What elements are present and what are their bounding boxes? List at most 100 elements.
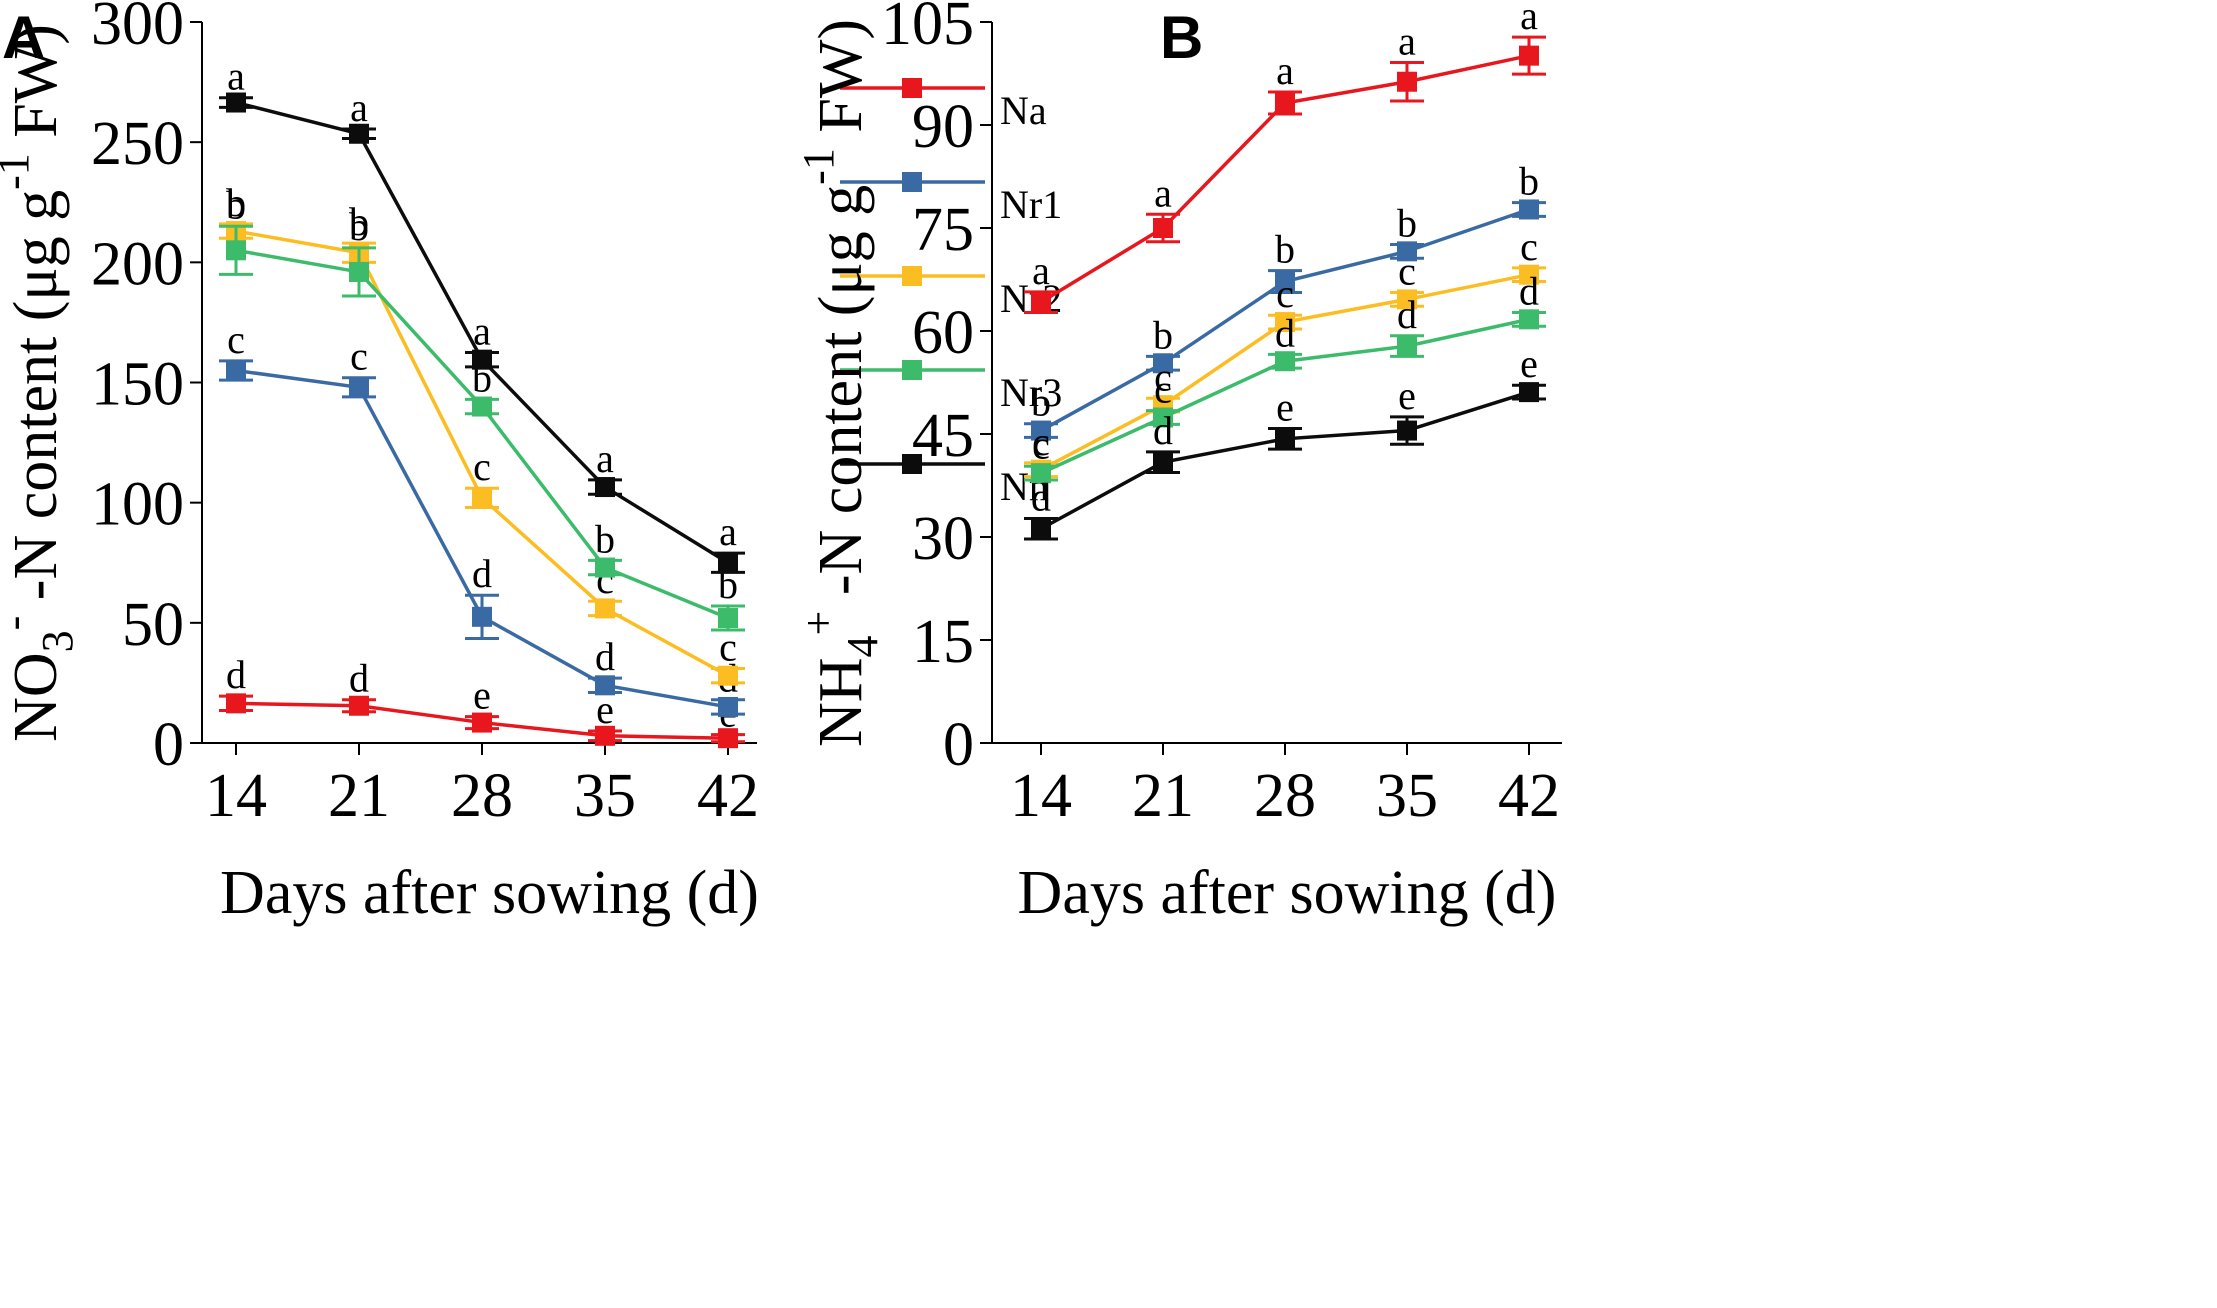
legend-marker-na [902,78,922,98]
series-nr1-point [718,696,738,717]
series-nn-significance-letter: e [1398,373,1416,418]
series-nr1-point [1153,353,1173,374]
y-tick-label: 300 [91,0,184,58]
series-nr2-point [1275,312,1295,333]
x-tick-label: 42 [1498,762,1560,830]
series-na-significance-letter: a [1032,248,1050,293]
series-na-significance-letter: a [1520,0,1538,38]
series-nr3-point [1275,351,1295,372]
series-nn-point [1397,420,1417,441]
series-nr2-point [595,598,615,619]
series-nn-point [1031,518,1051,539]
series-nr3-point [472,396,492,417]
y-tick-label: 90 [912,93,974,161]
series-nr3-significance-letter: d [1519,268,1539,313]
series-na-significance-letter: e [596,687,614,732]
x-tick-label: 14 [205,762,267,830]
series-na-significance-letter: d [226,652,246,697]
panel-label-a: A [2,4,45,71]
series-nn-significance-letter: a [227,54,245,99]
series-nr1-point [1397,241,1417,262]
series-nr2-significance-letter: b [226,180,246,225]
y-tick-label: 100 [91,471,184,539]
series-nn-point [595,477,615,498]
series-nr3-point [1031,463,1051,484]
y-tick-label: 150 [91,351,184,419]
series-nr1-significance-letter: b [1519,159,1539,204]
series-nr1-point [349,377,369,398]
series-nr1: c c d d d [219,317,745,717]
series-nr3-significance-letter: b [595,516,615,561]
x-tick-label: 35 [574,762,636,830]
series-nn-point [226,92,246,113]
y-axis-title: NO3- -N content (μg g-1 FW) [0,24,82,742]
y-tick-label: 75 [912,196,974,264]
series-na-point [1031,292,1051,313]
series-nr3-point [1397,336,1417,357]
series-nr1-point [1275,271,1295,292]
series-nr2-significance-letter: c [1520,224,1538,269]
series-nr3-significance-letter: b [226,182,246,227]
series-nr1-point [595,675,615,696]
legend-marker-nr3 [902,360,922,380]
x-axis-title: Days after sowing (d) [220,859,759,927]
series-nn-significance-letter: d [1031,474,1051,519]
series-nr3-significance-letter: c [1154,367,1172,412]
panel-label-b: B [1160,4,1203,71]
series-na-significance-letter: a [1154,170,1172,215]
y-tick-label: 0 [153,711,184,779]
series-nr3-point [595,557,615,578]
legend: NaNr1Nr2Nr3Nn [840,78,1062,509]
x-tick-label: 28 [1254,762,1316,830]
y-tick-label: 105 [881,0,974,58]
series-nr1-significance-letter: d [472,551,492,596]
series-nn-significance-letter: e [1276,385,1294,430]
series-nr1-significance-letter: d [595,634,615,679]
series-nn-point [1153,452,1173,473]
x-tick-label: 35 [1376,762,1438,830]
y-tick-label: 30 [912,505,974,573]
x-tick-label: 28 [451,762,513,830]
series-na-point [1397,71,1417,92]
y-tick-label: 200 [91,230,184,298]
x-axis-title: Days after sowing (d) [1018,859,1557,927]
y-tick-label: 0 [943,711,974,779]
series-nn: a a a a a [219,54,745,574]
series-nr2-point [1519,264,1539,285]
series-na-significance-letter: e [473,673,491,718]
legend-marker-nr2 [902,266,922,286]
series-nn-significance-letter: e [1520,341,1538,386]
series-nr1-point [472,606,492,627]
series-nr2-point [1397,289,1417,310]
y-axis-title-unit-superscript: -1 [794,148,843,185]
series-nr2-significance-letter: c [473,444,491,489]
series-nr3-significance-letter: d [1397,292,1417,337]
series-na-point [472,712,492,733]
series-nr3-point [1153,407,1173,428]
legend-label-nr1: Nr1 [1000,182,1062,227]
series-na-point [1519,45,1539,66]
series-nn-significance-letter: a [596,436,614,481]
series-nr3-significance-letter: c [1032,422,1050,467]
y-tick-label: 45 [912,402,974,470]
legend-marker-nr1 [902,172,922,192]
series-nn-point [349,123,369,144]
series-nn-significance-letter: a [350,85,368,130]
legend-marker-nn [902,454,922,474]
series-nr2-point [718,665,738,686]
series-nr3-point [718,608,738,629]
series-nr3-significance-letter: b [349,204,369,249]
series-na-point [595,725,615,746]
x-tick-label: 14 [1010,762,1072,830]
y-axis-title-unit-superscript: -1 [0,153,38,190]
series-nr3-point [226,240,246,261]
series-nr2-significance-letter: b [349,199,369,244]
chart-panel-b: 0 15 30 45 60 75 90 105 14 21 28 35 42 Days after sow… [794,0,1562,927]
series-nn-point [1275,428,1295,449]
series-na-point [1153,218,1173,238]
series-nr2-significance-letter: c [1032,419,1050,464]
x-tick-label: 21 [1132,762,1194,830]
y-axis-title-superscript: + [794,611,843,636]
